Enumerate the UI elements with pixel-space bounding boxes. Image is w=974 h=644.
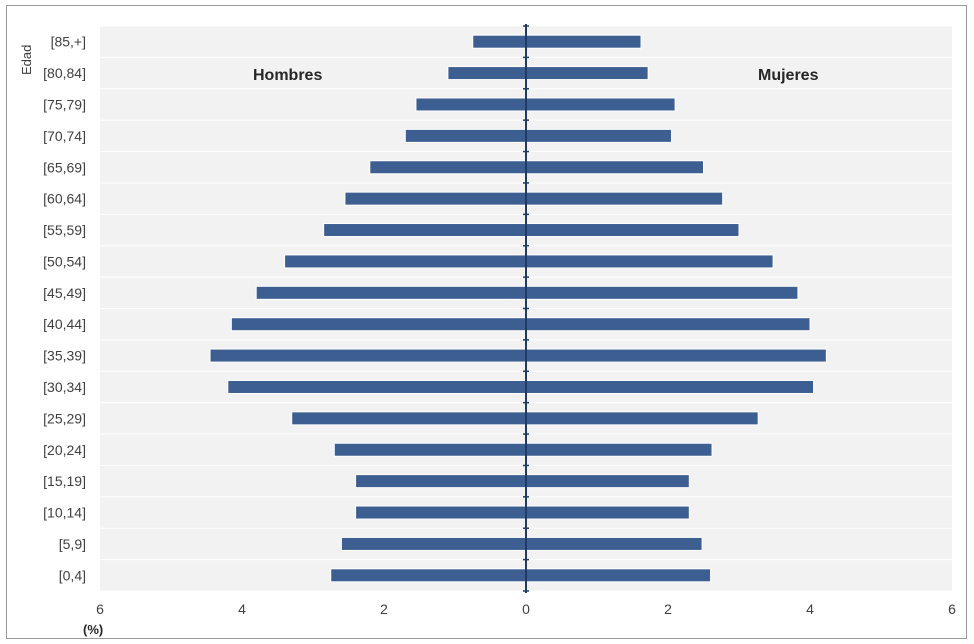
bar-hombres-3 (355, 474, 527, 489)
annotation-right: Mujeres (758, 67, 819, 84)
bar-hombres-17 (472, 34, 527, 49)
bar-hombres-10 (284, 254, 527, 269)
bar-mujeres-3 (525, 474, 690, 489)
bar-mujeres-0 (525, 568, 712, 583)
bar-mujeres-13 (525, 160, 704, 175)
bar-mujeres-11 (525, 223, 740, 238)
category-label: [60,64] (43, 191, 86, 207)
category-label: [80,84] (43, 65, 86, 81)
bar-hombres-8 (230, 317, 527, 332)
category-label: [40,44] (43, 316, 86, 332)
category-label: [30,34] (43, 379, 86, 395)
bar-hombres-12 (344, 191, 527, 206)
bar-hombres-5 (291, 411, 527, 426)
x-axis-unit: (%) (83, 622, 103, 637)
x-tick-label: 6 (948, 601, 956, 617)
category-label: [0,4] (59, 567, 86, 583)
bar-mujeres-15 (525, 97, 676, 112)
category-label: [55,59] (43, 222, 86, 238)
category-label: [15,19] (43, 473, 86, 489)
bar-mujeres-9 (525, 285, 799, 300)
category-label: [20,24] (43, 442, 86, 458)
x-tick-label: 2 (664, 601, 672, 617)
bar-mujeres-16 (525, 66, 649, 81)
category-label: [45,49] (43, 285, 86, 301)
bar-hombres-2 (355, 505, 527, 520)
category-label: [70,74] (43, 128, 86, 144)
bar-hombres-11 (323, 223, 527, 238)
bar-mujeres-6 (525, 379, 815, 394)
bar-hombres-15 (415, 97, 527, 112)
bar-hombres-14 (404, 128, 527, 143)
category-label: [5,9] (59, 536, 86, 552)
bar-hombres-6 (227, 379, 527, 394)
category-label: [65,69] (43, 159, 86, 175)
x-tick-labels: 6 4 2 0 2 4 6 (96, 601, 956, 617)
bar-hombres-4 (333, 442, 527, 457)
bar-hombres-9 (255, 285, 527, 300)
y-axis-title: Edad (19, 45, 34, 75)
bar-mujeres-8 (525, 317, 811, 332)
x-tick-label: 6 (96, 601, 104, 617)
bar-mujeres-2 (525, 505, 690, 520)
category-label: [35,39] (43, 348, 86, 364)
bar-mujeres-7 (525, 348, 827, 363)
bar-hombres-16 (447, 66, 527, 81)
bar-hombres-0 (330, 568, 527, 583)
x-tick-label: 2 (380, 601, 388, 617)
category-labels: [0,4] [5,9] [10,14] [15,19] [20,24] [25,29] [3… (43, 34, 86, 584)
bar-hombres-7 (209, 348, 527, 363)
bar-mujeres-10 (525, 254, 774, 269)
bar-mujeres-1 (525, 536, 703, 551)
bar-hombres-13 (369, 160, 527, 175)
category-label: [85,+] (51, 34, 86, 50)
bars (209, 34, 827, 583)
bar-mujeres-4 (525, 442, 713, 457)
category-label: [25,29] (43, 410, 86, 426)
bar-mujeres-5 (525, 411, 759, 426)
x-tick-label: 4 (238, 601, 246, 617)
category-label: [75,79] (43, 96, 86, 112)
bar-mujeres-17 (525, 34, 642, 49)
category-label: [50,54] (43, 253, 86, 269)
bar-mujeres-14 (525, 128, 673, 143)
bar-hombres-1 (340, 536, 527, 551)
bar-mujeres-12 (525, 191, 724, 206)
center-axis (523, 24, 529, 593)
x-tick-label: 4 (806, 601, 814, 617)
category-label: [10,14] (43, 505, 86, 521)
x-tick-label: 0 (522, 601, 530, 617)
annotation-left: Hombres (253, 67, 322, 84)
